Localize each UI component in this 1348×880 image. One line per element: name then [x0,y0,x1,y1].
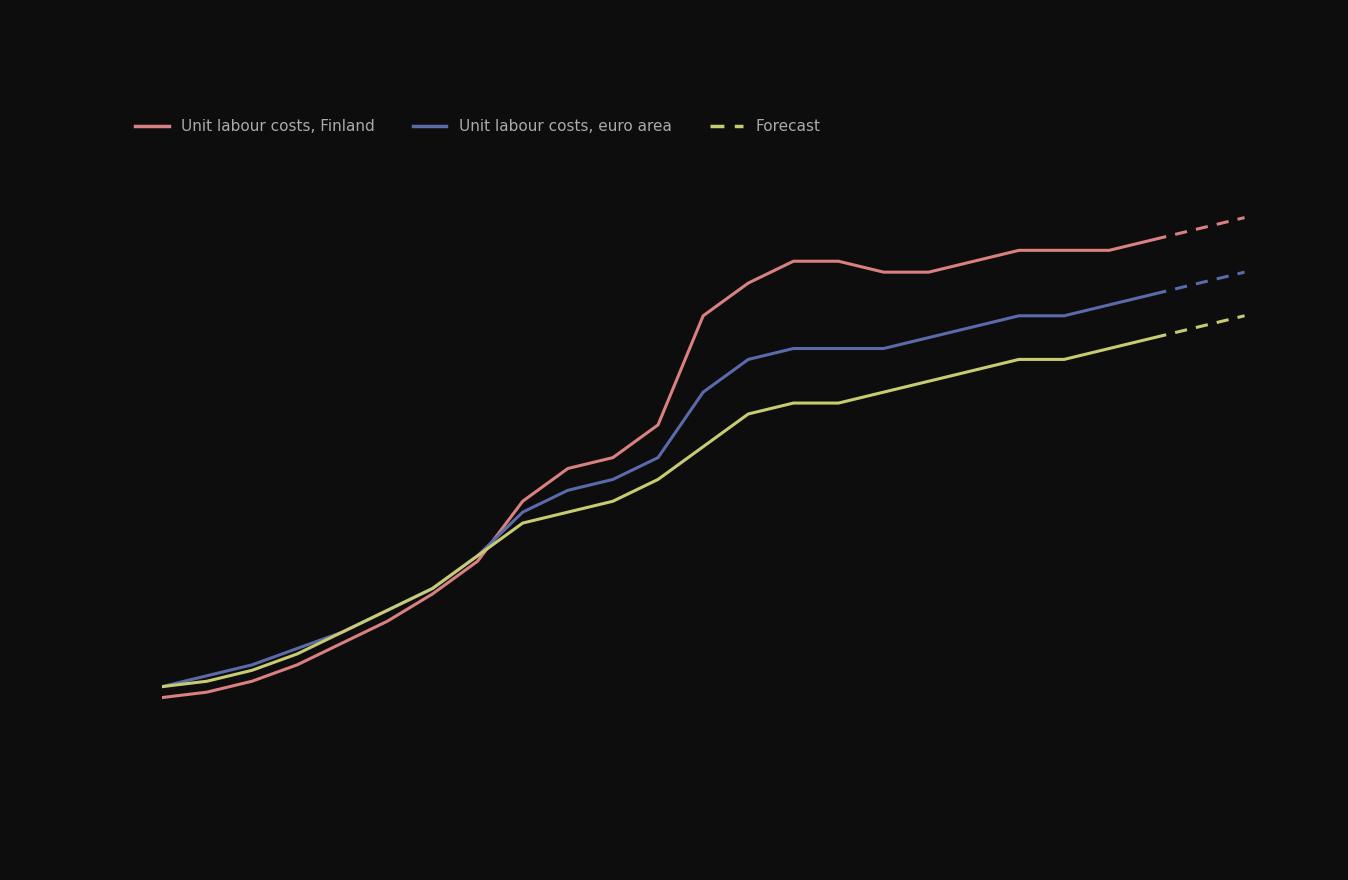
Legend: Unit labour costs, Finland, Unit labour costs, euro area, Forecast: Unit labour costs, Finland, Unit labour … [129,114,826,141]
